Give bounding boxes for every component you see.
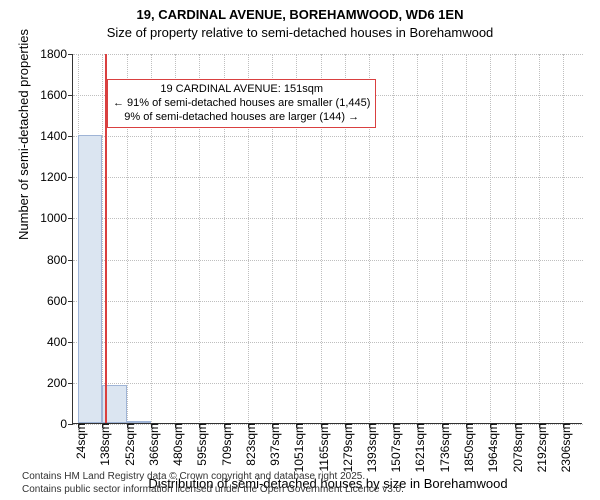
- gridline-h: [73, 54, 583, 55]
- chart-title: 19, CARDINAL AVENUE, BOREHAMWOOD, WD6 1E…: [0, 0, 600, 41]
- gridline-h: [73, 383, 583, 384]
- xtick-label: 1507sqm: [383, 423, 403, 472]
- ytick-label: 800: [47, 253, 73, 267]
- gridline-h: [73, 218, 583, 219]
- gridline-v: [466, 54, 467, 424]
- ytick-label: 200: [47, 376, 73, 390]
- xtick-label: 937sqm: [262, 423, 282, 466]
- gridline-h: [73, 260, 583, 261]
- xtick-label: 138sqm: [92, 423, 112, 466]
- xtick-label: 823sqm: [238, 423, 258, 466]
- xtick-label: 2078sqm: [505, 423, 525, 472]
- xtick-label: 1621sqm: [407, 423, 427, 472]
- gridline-v: [417, 54, 418, 424]
- gridline-v: [563, 54, 564, 424]
- gridline-v: [539, 54, 540, 424]
- gridline-v: [102, 54, 103, 424]
- gridline-h: [73, 177, 583, 178]
- title-line1: 19, CARDINAL AVENUE, BOREHAMWOOD, WD6 1E…: [0, 6, 600, 24]
- ytick-label: 1000: [40, 211, 73, 225]
- annotation-line: 9% of semi-detached houses are larger (1…: [113, 110, 370, 124]
- xtick-label: 595sqm: [189, 423, 209, 466]
- ytick-label: 1400: [40, 129, 73, 143]
- xtick-label: 24sqm: [68, 423, 88, 459]
- xtick-label: 1051sqm: [286, 423, 306, 472]
- gridline-h: [73, 342, 583, 343]
- plot-region: 02004006008001000120014001600180024sqm13…: [72, 54, 582, 424]
- ytick-label: 400: [47, 335, 73, 349]
- gridline-v: [515, 54, 516, 424]
- xtick-label: 1165sqm: [311, 423, 331, 471]
- title-line2: Size of property relative to semi-detach…: [0, 24, 600, 42]
- ytick-label: 600: [47, 294, 73, 308]
- annotation-line: 19 CARDINAL AVENUE: 151sqm: [113, 82, 370, 96]
- histogram-bar: [127, 421, 151, 423]
- gridline-h: [73, 136, 583, 137]
- ytick-label: 1800: [40, 47, 73, 61]
- gridline-v: [393, 54, 394, 424]
- histogram-bar: [78, 135, 102, 423]
- ytick-label: 1600: [40, 88, 73, 102]
- gridline-h: [73, 301, 583, 302]
- xtick-label: 1393sqm: [359, 423, 379, 472]
- annotation-box: 19 CARDINAL AVENUE: 151sqm← 91% of semi-…: [107, 79, 376, 128]
- gridline-v: [442, 54, 443, 424]
- attribution-line1: Contains HM Land Registry data © Crown c…: [22, 471, 404, 484]
- y-axis-label: Number of semi-detached properties: [16, 29, 31, 240]
- attribution: Contains HM Land Registry data © Crown c…: [22, 471, 404, 496]
- annotation-line: ← 91% of semi-detached houses are smalle…: [113, 96, 370, 110]
- ytick-label: 1200: [40, 170, 73, 184]
- chart-area: 02004006008001000120014001600180024sqm13…: [72, 54, 582, 424]
- xtick-label: 1736sqm: [432, 423, 452, 472]
- xtick-label: 2306sqm: [553, 423, 573, 472]
- gridline-v: [490, 54, 491, 424]
- attribution-line2: Contains public sector information licen…: [22, 484, 404, 497]
- xtick-label: 1850sqm: [456, 423, 476, 472]
- xtick-label: 1964sqm: [480, 423, 500, 472]
- xtick-label: 1279sqm: [335, 423, 355, 472]
- xtick-label: 366sqm: [141, 423, 161, 466]
- xtick-label: 709sqm: [214, 423, 234, 466]
- xtick-label: 252sqm: [117, 423, 137, 466]
- xtick-label: 480sqm: [165, 423, 185, 466]
- xtick-label: 2192sqm: [529, 423, 549, 472]
